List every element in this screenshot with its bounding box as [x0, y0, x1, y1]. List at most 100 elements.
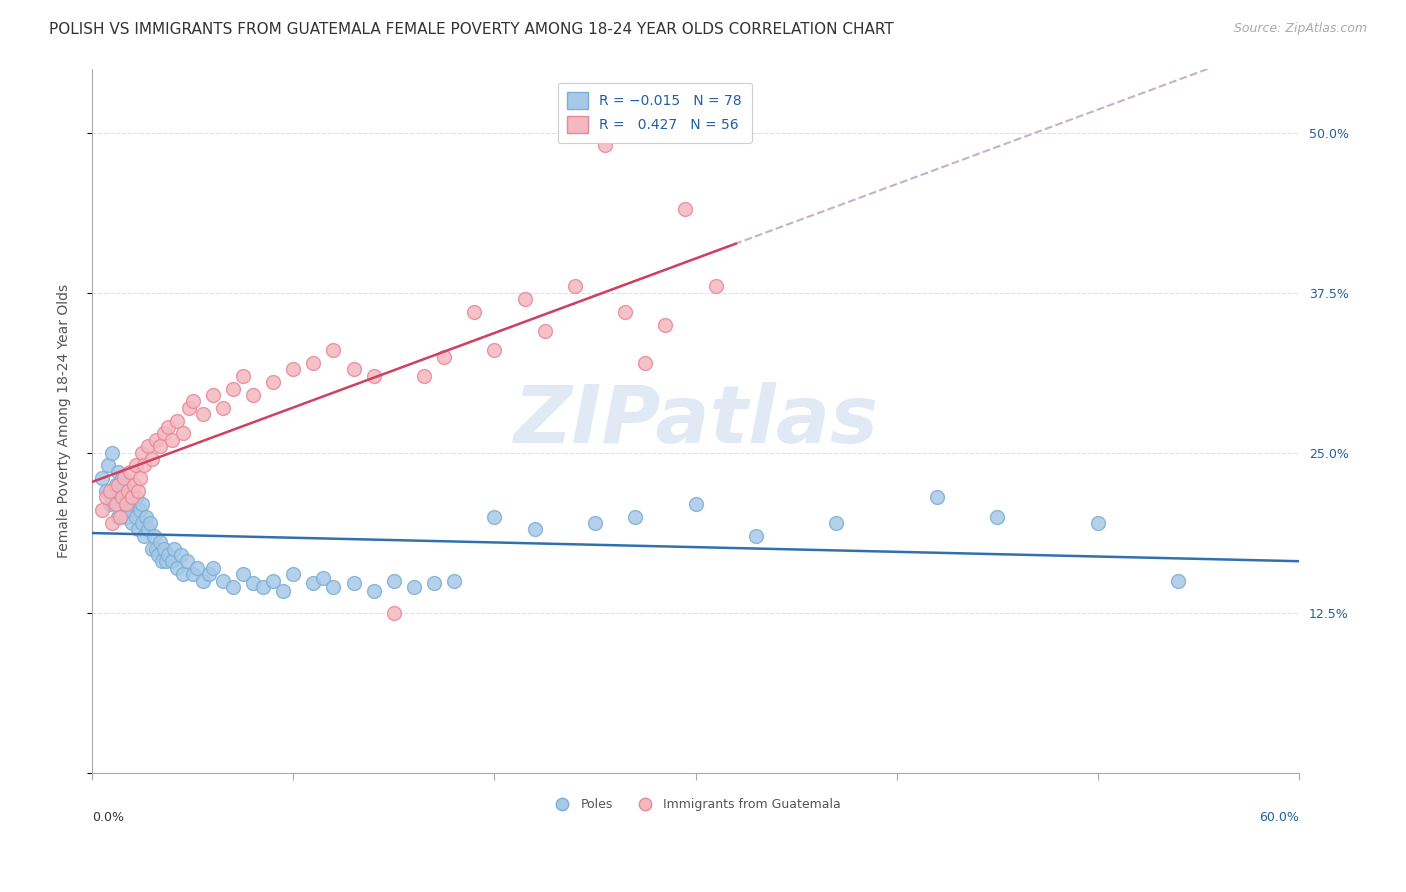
Point [112, 477, 135, 491]
Point [129, 471, 152, 485]
Point [94, 483, 117, 498]
Point [108, 509, 131, 524]
Point [153, 541, 176, 556]
Point [91, 471, 114, 485]
Text: POLISH VS IMMIGRANTS FROM GUATEMALA FEMALE POVERTY AMONG 18-24 YEAR OLDS CORRELA: POLISH VS IMMIGRANTS FROM GUATEMALA FEMA… [49, 22, 894, 37]
Point [242, 576, 264, 591]
Y-axis label: Female Poverty Among 18-24 Year Olds: Female Poverty Among 18-24 Year Olds [58, 284, 72, 558]
Point [262, 375, 284, 389]
Point [107, 509, 129, 524]
Point [129, 503, 152, 517]
Point [108, 483, 131, 498]
Point [704, 279, 727, 293]
Point [685, 497, 707, 511]
Point [463, 305, 485, 319]
Point [181, 567, 204, 582]
Point [149, 535, 172, 549]
Point [484, 343, 506, 358]
Point [232, 368, 254, 383]
Point [91, 503, 114, 517]
Point [111, 491, 134, 505]
Point [162, 433, 184, 447]
Point [172, 567, 194, 582]
Point [120, 503, 142, 517]
Point [423, 576, 446, 591]
Point [112, 471, 135, 485]
Point [186, 561, 208, 575]
Point [127, 483, 149, 498]
Point [157, 548, 180, 562]
Point [523, 523, 546, 537]
Point [162, 554, 184, 568]
Point [342, 362, 364, 376]
Point [169, 548, 191, 562]
Point [135, 509, 157, 524]
Point [149, 439, 172, 453]
Point [166, 561, 188, 575]
Point [322, 343, 344, 358]
Point [112, 497, 135, 511]
Point [107, 477, 129, 491]
Point [125, 458, 148, 473]
Point [363, 583, 385, 598]
Point [138, 523, 160, 537]
Point [115, 497, 138, 511]
Text: ZIPatlas: ZIPatlas [513, 382, 879, 459]
Point [1087, 516, 1109, 530]
Point [302, 576, 325, 591]
Point [141, 452, 163, 467]
Point [675, 202, 697, 217]
Point [654, 318, 676, 332]
Point [564, 279, 586, 293]
Point [122, 477, 145, 491]
Point [148, 548, 170, 562]
Point [177, 401, 200, 415]
Point [121, 491, 143, 505]
Point [222, 382, 245, 396]
Legend: Poles, Immigrants from Guatemala: Poles, Immigrants from Guatemala [546, 793, 846, 816]
Point [433, 350, 456, 364]
Point [211, 401, 233, 415]
Point [271, 583, 294, 598]
Point [98, 483, 121, 498]
Point [134, 458, 156, 473]
Point [153, 426, 176, 441]
Point [262, 574, 284, 588]
Point [382, 574, 405, 588]
Point [211, 574, 233, 588]
Point [157, 420, 180, 434]
Point [94, 491, 117, 505]
Point [593, 138, 616, 153]
Point [98, 497, 121, 511]
Point [342, 576, 364, 591]
Point [122, 497, 145, 511]
Point [533, 324, 555, 338]
Point [312, 571, 335, 585]
Point [166, 414, 188, 428]
Point [825, 516, 848, 530]
Point [191, 407, 214, 421]
Point [986, 509, 1008, 524]
Point [145, 541, 167, 556]
Point [322, 580, 344, 594]
Point [925, 491, 948, 505]
Point [111, 491, 134, 505]
Point [117, 483, 139, 498]
Point [143, 529, 166, 543]
Text: Source: ZipAtlas.com: Source: ZipAtlas.com [1233, 22, 1367, 36]
Point [745, 529, 768, 543]
Point [222, 580, 245, 594]
Point [127, 523, 149, 537]
Point [105, 497, 128, 511]
Point [201, 388, 224, 402]
Point [181, 394, 204, 409]
Point [197, 567, 219, 582]
Point [131, 516, 153, 530]
Point [1167, 574, 1189, 588]
Point [134, 529, 156, 543]
Point [163, 541, 186, 556]
Point [155, 554, 177, 568]
Point [382, 606, 405, 620]
Point [363, 368, 385, 383]
Point [120, 465, 142, 479]
